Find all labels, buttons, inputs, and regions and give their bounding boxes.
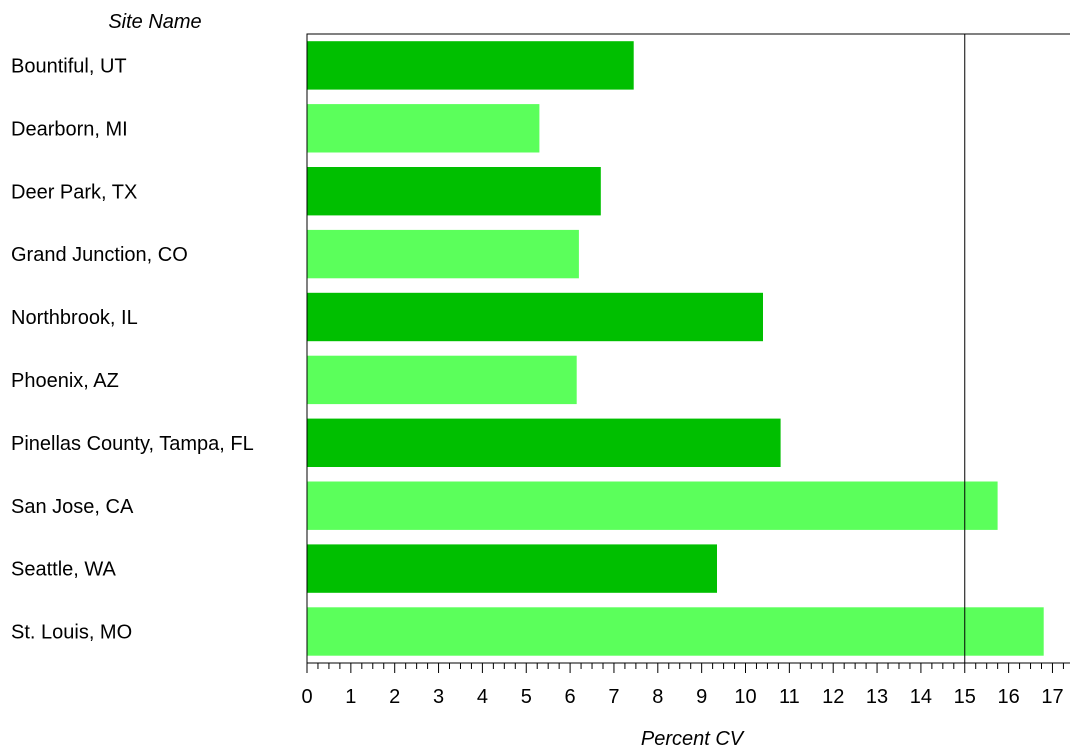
x-tick-label: 0 — [301, 686, 312, 708]
x-axis: 0 1 2 3 4 5 6 7 8 9 10 11 12 13 14 15 16 17 — [301, 33, 1070, 708]
x-tick-label: 6 — [565, 686, 576, 708]
x-tick-label: 1 — [345, 686, 356, 708]
category-label: Dearborn, MI — [11, 118, 128, 140]
x-tick-label: 15 — [954, 686, 976, 708]
bar-5 — [307, 355, 577, 405]
bar-0 — [307, 41, 634, 90]
x-tick-label: 12 — [822, 686, 844, 708]
category-label: Grand Junction, CO — [11, 244, 188, 266]
bar-3 — [307, 229, 579, 279]
x-tick-label: 10 — [734, 686, 756, 708]
x-tick-label: 9 — [696, 686, 707, 708]
x-tick-label: 7 — [608, 686, 619, 708]
bar-8 — [307, 544, 717, 593]
plot-frame — [306, 33, 1070, 664]
x-tick-label: 2 — [389, 686, 400, 708]
category-label: Northbrook, IL — [11, 307, 138, 329]
bars-layer — [307, 41, 1044, 656]
bar-6 — [307, 418, 781, 467]
category-label: Deer Park, TX — [11, 181, 137, 203]
category-label: Bountiful, UT — [11, 56, 127, 78]
category-label: St. Louis, MO — [11, 622, 132, 644]
category-labels-layer: Bountiful, UT Dearborn, MI Deer Park, TX Gr… — [11, 56, 254, 644]
category-header: Site Name — [108, 11, 201, 33]
x-tick-label: 13 — [866, 686, 888, 708]
bar-9 — [307, 607, 1044, 656]
x-tick-label: 11 — [779, 686, 800, 708]
bar-4 — [307, 292, 763, 342]
x-tick-label: 5 — [521, 686, 532, 708]
x-tick-label: 3 — [433, 686, 444, 708]
x-tick-label: 14 — [910, 686, 932, 708]
x-tick-label: 16 — [997, 686, 1019, 708]
bar-7 — [307, 481, 998, 530]
bar-2 — [307, 167, 601, 216]
x-tick-label: 17 — [1041, 686, 1063, 708]
category-label: Pinellas County, Tampa, FL — [11, 433, 254, 455]
category-label: Seattle, WA — [11, 559, 117, 581]
bar-1 — [307, 104, 540, 153]
x-tick-label: 4 — [477, 686, 488, 708]
category-label: Phoenix, AZ — [11, 370, 119, 392]
category-label: San Jose, CA — [11, 496, 134, 518]
x-axis-title: Percent CV — [641, 728, 745, 747]
x-tick-label: 8 — [652, 686, 663, 708]
